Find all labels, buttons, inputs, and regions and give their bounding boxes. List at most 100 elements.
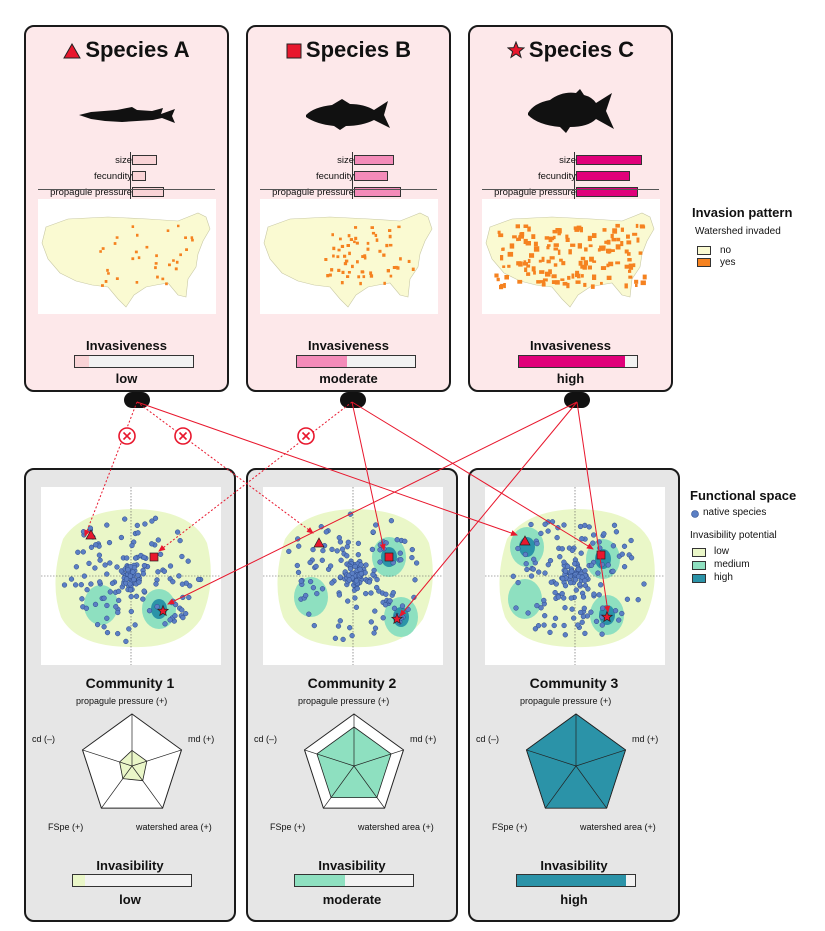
functional-space-plot [41,487,221,665]
connector-knob [564,392,590,408]
community-title: Community 1 [85,675,175,691]
community-title: Community 2 [307,675,397,691]
species-title: Species A [26,37,227,63]
invasiveness-value: high [556,371,585,386]
radar-axis-top: propagule pressure (+) [520,696,612,706]
trout-fish-icon [305,99,390,130]
legend-label-no: no [720,245,732,256]
star-icon [506,40,526,59]
species-name: Species B [305,37,412,62]
trait-label: fecundity [93,171,132,182]
invasiveness-value: low [115,371,138,386]
radar-chart [303,713,405,809]
invasiveness-label: Invasiveness [86,338,167,353]
legend-label-yes: yes [720,257,736,268]
trait-bar-propagule [132,187,164,197]
trait-bar-propagule [354,187,401,197]
blocked-icon [118,427,136,445]
radar-axis-right: md (+) [410,734,437,744]
invasion-legend-subtitle: Watershed invaded [695,226,781,237]
species-card-a: Species A size fecundity propagule press… [24,25,229,392]
legend-label-medium: medium [714,559,750,570]
trait-bar-fecundity [132,171,146,181]
trait-label: size [337,155,354,166]
us-map [38,199,216,314]
legend-swatch-high [692,574,706,583]
radar-chart [525,713,627,809]
invasibility-meter [516,874,636,887]
invasiveness-label: Invasiveness [308,338,389,353]
radar-axis-left: cd (–) [32,734,56,744]
invasiveness-value: moderate [319,371,378,386]
radar-axis-top: propagule pressure (+) [76,696,168,706]
trait-bar-fecundity [354,171,388,181]
radar-axis-right: md (+) [188,734,215,744]
legend-swatch-yes [697,258,711,267]
radar-axis-bottom-left: FSpe (+) [48,822,84,832]
legend-swatch-no [697,246,711,255]
invasiveness-meter [74,355,194,368]
radar-axis-left: cd (–) [476,734,500,744]
species-name: Species A [85,37,190,62]
species-card-b: Species B size fecundity propagule press… [246,25,451,392]
trait-label: fecundity [315,171,354,182]
trait-bar-size [132,155,157,165]
trait-bar-size [354,155,394,165]
community-card-1: Community 1 propagule pressure (+) cd (–… [24,468,236,922]
invasiveness-meter [296,355,416,368]
invasibility-label: Invasibility [96,858,164,873]
trait-label: size [115,155,132,166]
connector-knob [124,392,150,408]
functional-legend-title: Functional space [690,488,797,503]
radar-chart [81,713,183,809]
invasibility-label: Invasibility [318,858,386,873]
native-species-label: native species [703,507,767,518]
potential-legend-title: Invasibility potential [690,530,777,541]
species-card-c: Species C size fecundity propagule press… [468,25,673,392]
radar-axis-right: md (+) [632,734,659,744]
invasibility-value: high [560,892,588,907]
divider [260,189,437,190]
trait-bar-fecundity [576,171,630,181]
species-title: Species B [248,37,449,63]
invasiveness-label: Invasiveness [530,338,611,353]
legend-label-high: high [714,572,733,583]
invasibility-fill [295,875,345,886]
trait-label: propagule pressure [272,187,354,198]
native-species-dot-icon [691,510,699,518]
blocked-icon [174,427,192,445]
triangle-icon [63,42,82,59]
legend-swatch-medium [692,561,706,570]
connector-knob [340,392,366,408]
species-title: Species C [470,37,671,63]
radar-axis-bottom-right: watershed area (+) [358,822,434,832]
trait-label: propagule pressure [494,187,576,198]
carp-fish-icon [527,89,614,133]
invasibility-value: moderate [322,892,382,907]
trait-label: size [559,155,576,166]
divider [482,189,659,190]
radar-axis-bottom-left: FSpe (+) [270,822,306,832]
trait-bar-propagule [576,187,638,197]
legend-swatch-low [692,548,706,557]
functional-space-plot [485,487,665,665]
trait-label: fecundity [537,171,576,182]
us-map [482,199,660,314]
invasion-legend-title: Invasion pattern [692,205,793,220]
trait-bar-size [576,155,642,165]
us-map [260,199,438,314]
trait-label: propagule pressure [50,187,132,198]
species-name: Species C [528,37,635,62]
invasiveness-fill [75,356,90,367]
invasibility-value: low [119,892,141,907]
invasibility-meter [294,874,414,887]
invasibility-fill [517,875,626,886]
functional-space-plot [263,487,443,665]
square-icon [286,43,302,59]
radar-axis-left: cd (–) [254,734,278,744]
pike-fish-icon [78,107,175,123]
legend-label-low: low [714,546,730,557]
invasiveness-meter [518,355,638,368]
invasiveness-fill [519,356,626,367]
radar-axis-bottom-right: watershed area (+) [136,822,212,832]
